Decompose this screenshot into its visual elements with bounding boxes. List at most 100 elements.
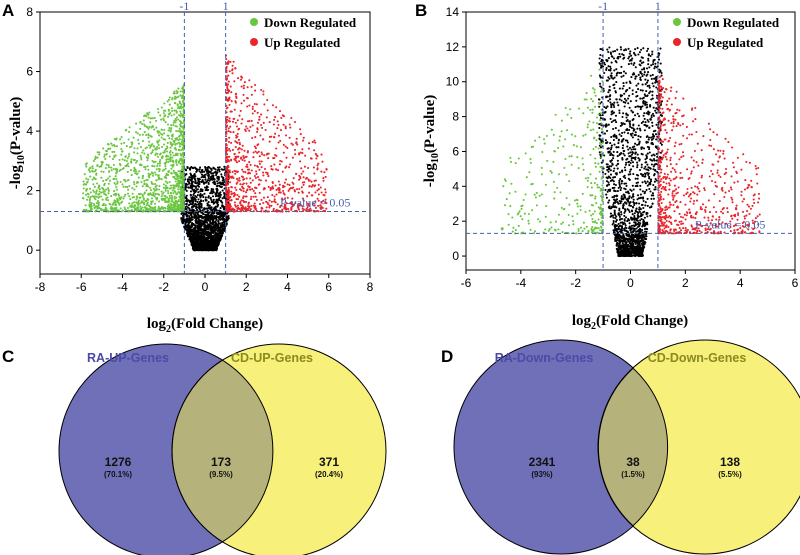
data-point bbox=[607, 99, 610, 102]
data-point bbox=[147, 127, 150, 130]
data-point bbox=[181, 113, 184, 116]
data-point bbox=[161, 169, 164, 172]
data-point bbox=[169, 153, 172, 156]
data-point bbox=[218, 166, 221, 169]
data-point bbox=[230, 159, 233, 162]
data-point bbox=[258, 160, 261, 163]
data-point bbox=[145, 156, 148, 159]
data-point bbox=[119, 196, 122, 199]
data-point bbox=[94, 156, 97, 160]
data-point bbox=[638, 168, 642, 172]
data-point bbox=[279, 129, 283, 132]
data-point bbox=[207, 204, 210, 207]
data-point bbox=[107, 177, 110, 180]
data-point bbox=[190, 178, 194, 181]
data-point bbox=[255, 170, 258, 173]
data-point bbox=[183, 226, 186, 229]
data-point bbox=[128, 126, 131, 129]
data-point bbox=[242, 196, 245, 200]
data-point bbox=[205, 180, 208, 183]
data-point bbox=[175, 96, 178, 99]
data-point bbox=[127, 188, 130, 191]
data-point bbox=[185, 202, 188, 206]
data-point bbox=[211, 192, 214, 195]
data-point bbox=[132, 158, 135, 161]
data-point bbox=[289, 163, 292, 166]
data-point bbox=[141, 133, 144, 136]
data-point bbox=[150, 200, 153, 203]
data-point bbox=[188, 230, 191, 233]
data-point bbox=[137, 204, 140, 207]
data-point bbox=[126, 157, 129, 160]
data-point bbox=[87, 193, 90, 196]
data-point bbox=[153, 195, 156, 198]
data-point bbox=[181, 130, 185, 133]
data-point bbox=[299, 177, 302, 180]
data-point bbox=[238, 147, 241, 150]
data-point bbox=[216, 204, 219, 208]
data-point bbox=[151, 164, 154, 167]
data-point bbox=[268, 140, 271, 143]
data-point bbox=[154, 173, 157, 176]
data-point bbox=[112, 201, 115, 204]
data-point bbox=[135, 195, 138, 198]
data-point bbox=[154, 148, 157, 151]
data-point bbox=[179, 114, 182, 117]
data-point bbox=[200, 180, 203, 183]
data-point bbox=[258, 203, 262, 206]
data-point bbox=[90, 202, 93, 205]
panel-letter-a: A bbox=[2, 1, 14, 20]
data-point bbox=[95, 173, 98, 176]
data-point bbox=[300, 172, 303, 175]
data-point bbox=[188, 227, 191, 230]
data-point bbox=[182, 185, 185, 188]
data-point bbox=[256, 176, 260, 179]
data-point bbox=[288, 136, 291, 139]
data-point bbox=[245, 177, 248, 180]
data-point bbox=[180, 173, 183, 176]
data-point bbox=[250, 93, 253, 96]
data-point bbox=[216, 203, 219, 206]
data-point bbox=[147, 172, 150, 175]
data-point bbox=[158, 162, 161, 165]
data-point bbox=[196, 168, 199, 171]
data-point bbox=[166, 134, 169, 137]
data-point bbox=[169, 202, 172, 205]
data-point bbox=[214, 192, 217, 195]
data-point bbox=[243, 200, 246, 203]
data-point bbox=[171, 98, 174, 101]
data-point bbox=[144, 166, 147, 169]
data-point bbox=[162, 119, 166, 122]
data-point bbox=[175, 129, 178, 133]
data-point bbox=[235, 188, 238, 192]
data-point bbox=[88, 167, 91, 170]
data-point bbox=[258, 178, 261, 181]
data-point bbox=[271, 168, 274, 171]
data-point bbox=[201, 178, 204, 182]
data-point bbox=[110, 195, 113, 198]
data-point bbox=[197, 234, 200, 237]
data-point bbox=[235, 96, 238, 100]
data-point bbox=[205, 226, 209, 229]
data-point bbox=[147, 193, 150, 196]
data-point bbox=[214, 222, 218, 225]
data-point bbox=[157, 174, 160, 177]
data-point bbox=[219, 200, 223, 203]
data-point bbox=[207, 196, 210, 199]
data-point bbox=[113, 154, 116, 157]
data-point bbox=[166, 146, 169, 149]
data-point bbox=[156, 155, 159, 158]
data-point bbox=[216, 166, 220, 169]
data-point bbox=[166, 100, 169, 103]
data-point bbox=[204, 196, 207, 199]
data-point bbox=[253, 164, 256, 167]
data-point bbox=[242, 170, 245, 173]
data-point bbox=[121, 209, 124, 212]
data-point bbox=[220, 234, 223, 237]
data-point bbox=[320, 191, 323, 194]
data-point bbox=[268, 121, 271, 124]
data-point bbox=[321, 160, 324, 163]
data-point bbox=[197, 206, 200, 209]
data-point bbox=[166, 141, 169, 145]
data-point bbox=[280, 116, 283, 120]
